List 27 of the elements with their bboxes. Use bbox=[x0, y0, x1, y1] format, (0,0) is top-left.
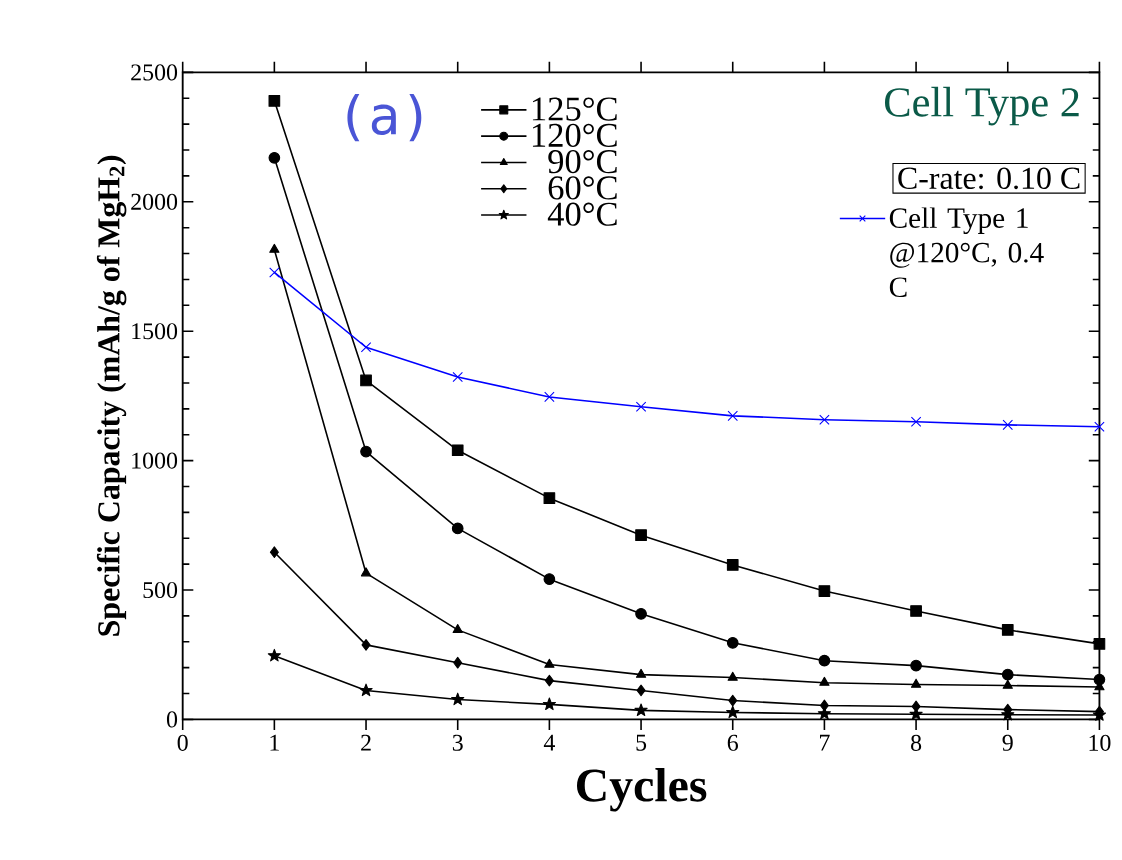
x-tick-label: 2 bbox=[361, 734, 371, 751]
x-tick-label: 7 bbox=[820, 734, 830, 751]
y-tick-label: 1000 bbox=[132, 452, 178, 469]
legend-label: 40°C bbox=[547, 202, 617, 227]
legend-label: 90°C bbox=[548, 150, 617, 174]
x-tick-label: 5 bbox=[636, 734, 647, 751]
legend-label: Cell Type 1 @120°C, 0.4 C bbox=[889, 207, 1044, 298]
annotation: C-rate: 0.10 C bbox=[898, 167, 1080, 190]
annotation: Cell Type 2 bbox=[884, 87, 1079, 126]
y-tick-label: 2000 bbox=[131, 193, 178, 211]
legend-label: 120°C bbox=[532, 123, 617, 148]
x-tick-label: 3 bbox=[452, 734, 463, 752]
y-tick-label: 1500 bbox=[132, 323, 178, 340]
legend-label: 125°C bbox=[532, 97, 617, 121]
x-tick-label: 10 bbox=[1089, 734, 1111, 752]
annotation: (a) bbox=[347, 94, 422, 142]
x-tick-label: 9 bbox=[1002, 734, 1013, 752]
legend-label: 60°C bbox=[548, 176, 617, 200]
y-tick-label: 500 bbox=[143, 582, 178, 599]
x-tick-label: 4 bbox=[543, 734, 555, 751]
x-tick-label: 6 bbox=[727, 734, 738, 752]
x-tick-label: 8 bbox=[911, 734, 922, 752]
y-tick-label: 2500 bbox=[131, 64, 178, 81]
y-tick-label: 0 bbox=[166, 711, 178, 728]
x-tick-label: 1 bbox=[270, 734, 279, 751]
x-axis-title: Cycles bbox=[576, 768, 707, 812]
y-axis-title: Specific Capacity (mAh/g of MgH$_{2}$) bbox=[96, 156, 127, 636]
